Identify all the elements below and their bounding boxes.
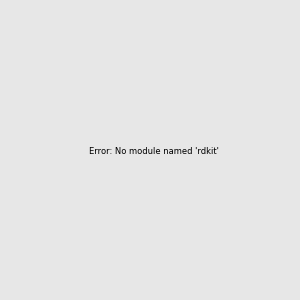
Text: Error: No module named 'rdkit': Error: No module named 'rdkit'	[89, 147, 219, 156]
